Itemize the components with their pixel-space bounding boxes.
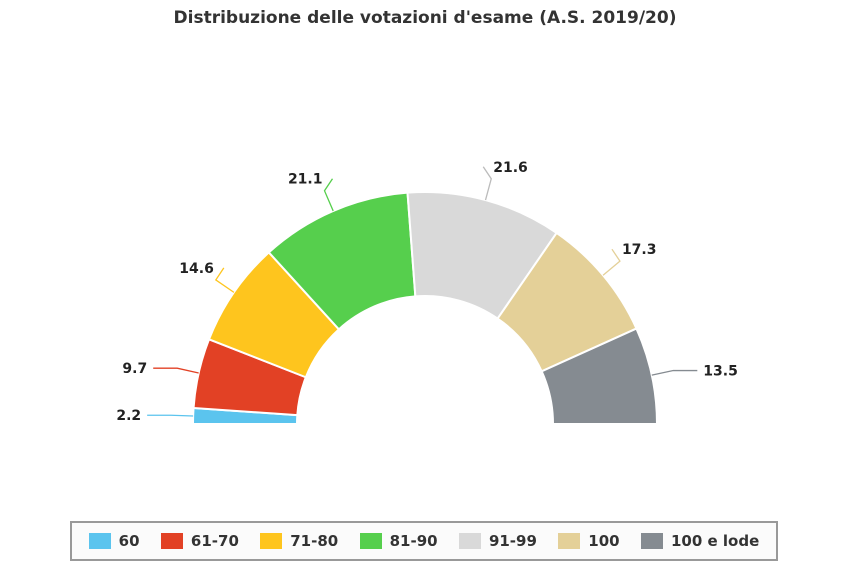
legend-label: 91-99 [488, 532, 537, 550]
connector-61-70 [153, 367, 199, 374]
chart-title: Distribuzione delle votazioni d'esame (A… [173, 8, 677, 28]
legend-item-100[interactable]: 100 [558, 532, 620, 550]
legend-swatch [558, 533, 581, 549]
legend-item-100-e-lode[interactable]: 100 e lode [640, 532, 760, 550]
slice-100-e-lode[interactable] [540, 327, 659, 425]
legend-item-71-80[interactable]: 71-80 [260, 532, 338, 550]
data-label-81-90: 21.1 [288, 172, 323, 188]
connector-71-80 [214, 267, 235, 293]
legend-label: 81-90 [389, 532, 438, 550]
data-label-91-99: 21.6 [493, 160, 528, 176]
legend-swatch [88, 533, 111, 549]
legend-swatch [160, 533, 183, 549]
connector-60 [147, 414, 194, 417]
legend-item-60[interactable]: 60 [88, 532, 140, 550]
legend-label: 61-70 [190, 532, 239, 550]
legend-label: 100 e lode [670, 532, 760, 550]
legend-swatch [640, 533, 663, 549]
legend-label: 71-80 [290, 532, 339, 550]
connector-100-e-lode [651, 369, 698, 376]
slices-layer [191, 191, 659, 425]
connector-81-90 [323, 178, 334, 212]
data-label-60: 2.2 [116, 408, 141, 424]
data-label-71-80: 14.6 [179, 261, 214, 277]
data-label-100: 17.3 [622, 242, 657, 258]
legend-swatch [359, 533, 382, 549]
legend-swatch [260, 533, 283, 549]
legend-item-81-90[interactable]: 81-90 [359, 532, 438, 550]
labels-layer: 2.2 9.7 14.6 21.1 21.6 17.3 13.5 [116, 160, 738, 424]
legend-swatch [458, 533, 481, 549]
connector-100 [602, 248, 621, 276]
legend-label: 100 [588, 532, 620, 550]
data-label-61-70: 9.7 [122, 361, 147, 377]
legend-item-91-99[interactable]: 91-99 [458, 532, 537, 550]
data-label-100-e-lode: 13.5 [703, 364, 738, 380]
legend: 60 61-70 71-80 81-90 91-99 100 100 e lode [70, 521, 778, 561]
legend-item-61-70[interactable]: 61-70 [160, 532, 239, 550]
legend-label: 60 [118, 532, 140, 550]
connectors-layer [147, 166, 698, 417]
connector-91-99 [482, 166, 492, 201]
